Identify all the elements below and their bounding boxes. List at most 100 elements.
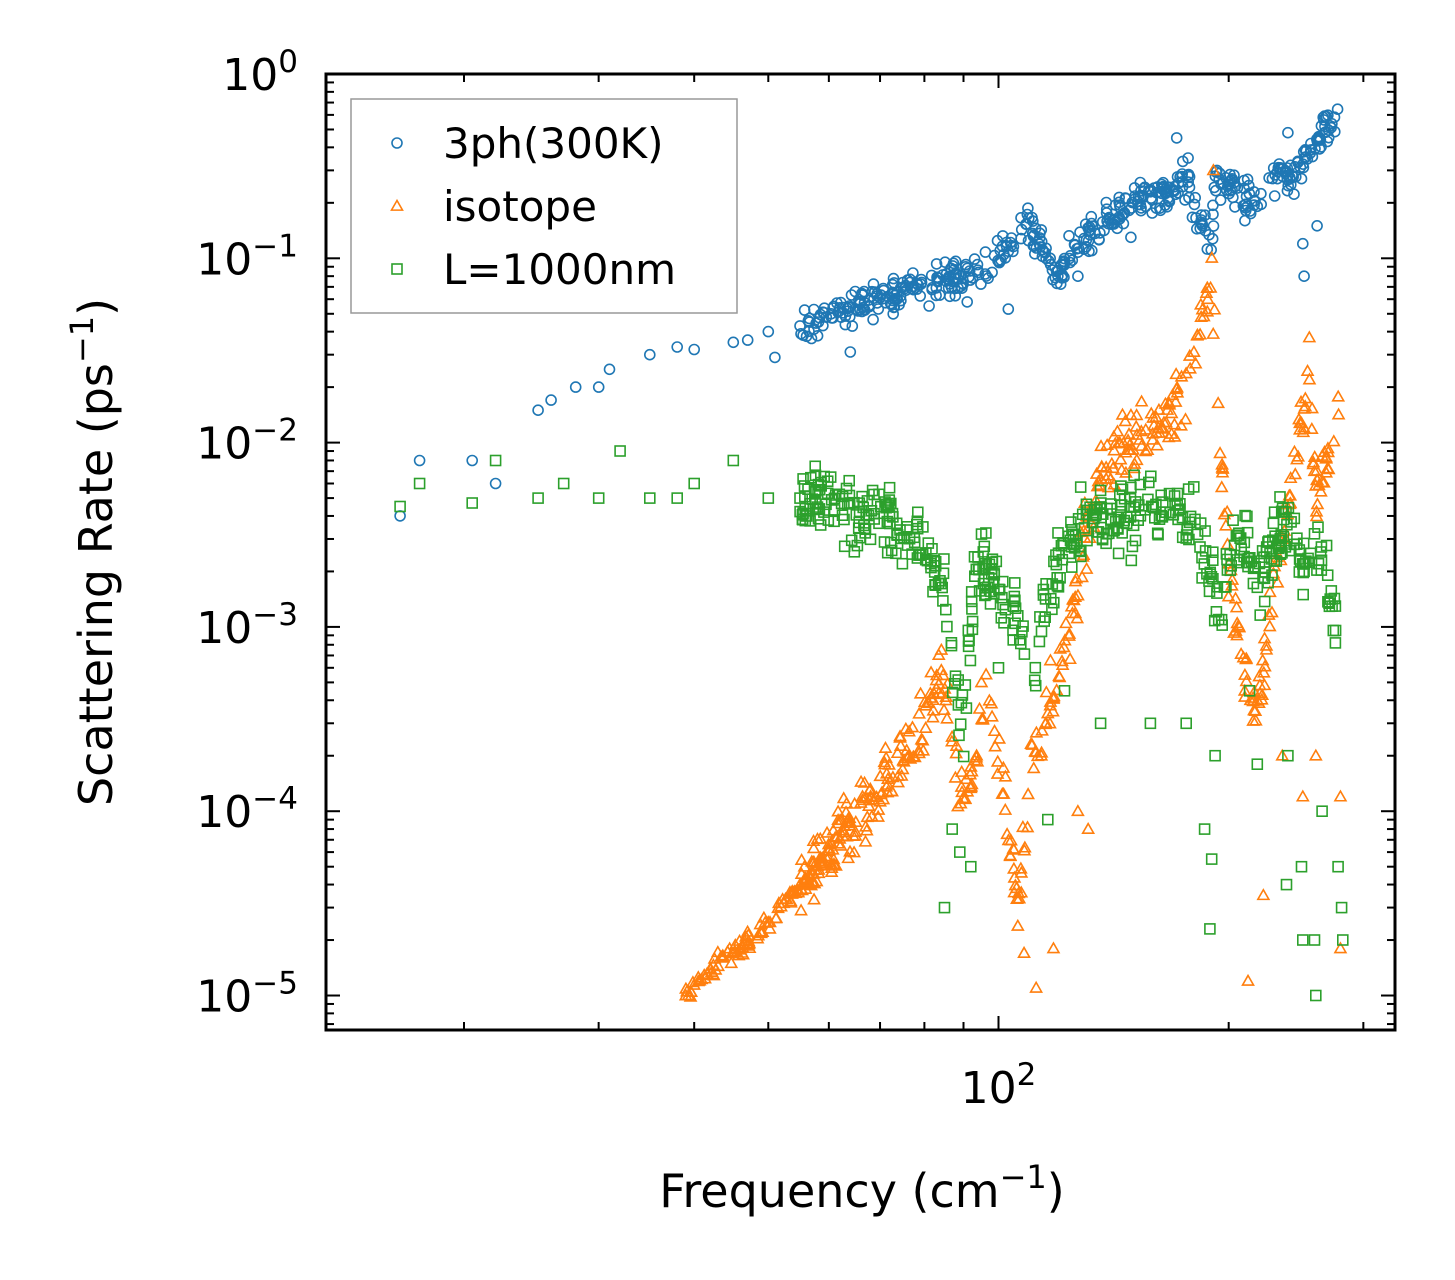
point xyxy=(741,334,754,346)
point xyxy=(836,509,849,522)
point xyxy=(848,814,863,827)
point xyxy=(1008,590,1021,603)
point xyxy=(953,729,965,742)
point xyxy=(1207,546,1219,559)
point xyxy=(816,857,830,870)
point xyxy=(1256,665,1271,678)
point xyxy=(1247,577,1260,590)
series-triangle xyxy=(678,163,1348,1002)
point xyxy=(1058,537,1070,550)
point xyxy=(1304,547,1317,560)
point xyxy=(856,490,868,503)
point xyxy=(1275,505,1288,518)
point xyxy=(1220,504,1235,517)
point xyxy=(1144,406,1159,419)
point xyxy=(1099,460,1114,473)
point xyxy=(1295,789,1310,802)
point xyxy=(1296,425,1311,438)
point xyxy=(1055,654,1069,667)
point xyxy=(711,959,726,972)
point xyxy=(1056,553,1069,566)
point xyxy=(1296,420,1311,433)
point xyxy=(1026,761,1041,774)
point xyxy=(916,743,931,756)
point xyxy=(996,575,1009,588)
point xyxy=(1254,692,1269,705)
point xyxy=(998,802,1013,815)
point xyxy=(1026,211,1038,224)
point xyxy=(802,867,817,880)
point xyxy=(1217,507,1232,520)
point xyxy=(877,292,889,305)
point xyxy=(802,483,814,496)
point xyxy=(911,522,924,535)
point xyxy=(1266,172,1279,185)
point xyxy=(1157,415,1171,428)
point xyxy=(818,302,831,315)
point xyxy=(798,870,812,883)
point xyxy=(866,484,879,497)
point xyxy=(936,581,949,594)
point xyxy=(977,562,989,574)
point xyxy=(390,198,404,211)
point xyxy=(1109,515,1122,528)
point xyxy=(961,296,974,308)
point xyxy=(1297,146,1310,158)
point xyxy=(1143,476,1155,489)
y-tick-label: 10−2 xyxy=(196,413,298,470)
point xyxy=(1327,624,1340,637)
point xyxy=(1122,427,1136,440)
point xyxy=(1100,537,1112,550)
point xyxy=(963,767,978,780)
point xyxy=(1115,407,1130,420)
point xyxy=(1103,213,1115,226)
point xyxy=(1010,918,1025,931)
point xyxy=(807,892,821,905)
point xyxy=(394,500,406,513)
point xyxy=(855,792,870,805)
point xyxy=(1308,934,1321,946)
point xyxy=(1236,650,1251,663)
point xyxy=(1094,484,1107,497)
point xyxy=(960,702,973,714)
point xyxy=(863,300,876,313)
point xyxy=(1007,634,1020,646)
point xyxy=(1188,198,1201,211)
point xyxy=(1320,110,1333,123)
point xyxy=(413,477,426,490)
point xyxy=(984,598,997,610)
point xyxy=(831,816,845,829)
point xyxy=(1167,429,1182,442)
point xyxy=(1240,190,1253,203)
point xyxy=(1333,941,1348,954)
point xyxy=(1280,878,1293,891)
point xyxy=(1255,653,1270,666)
point xyxy=(890,746,905,759)
point xyxy=(1086,220,1099,232)
point xyxy=(945,639,958,652)
point xyxy=(1302,330,1317,343)
point xyxy=(811,501,824,513)
point xyxy=(1039,685,1054,698)
point xyxy=(1295,860,1308,873)
point xyxy=(888,277,900,289)
point xyxy=(1274,162,1287,174)
point xyxy=(1108,524,1120,537)
point xyxy=(957,750,970,763)
point xyxy=(1065,592,1080,605)
point xyxy=(817,854,832,867)
point xyxy=(1196,551,1208,564)
point xyxy=(911,506,924,519)
point xyxy=(1129,534,1142,547)
point xyxy=(822,514,835,526)
point xyxy=(1251,758,1264,771)
point xyxy=(1153,513,1166,526)
point xyxy=(921,696,936,709)
point xyxy=(1193,297,1208,310)
point xyxy=(1331,407,1346,420)
point xyxy=(874,787,888,800)
series-square xyxy=(394,445,1349,1002)
point xyxy=(990,754,1005,767)
point xyxy=(1149,409,1163,423)
point xyxy=(1168,490,1181,502)
